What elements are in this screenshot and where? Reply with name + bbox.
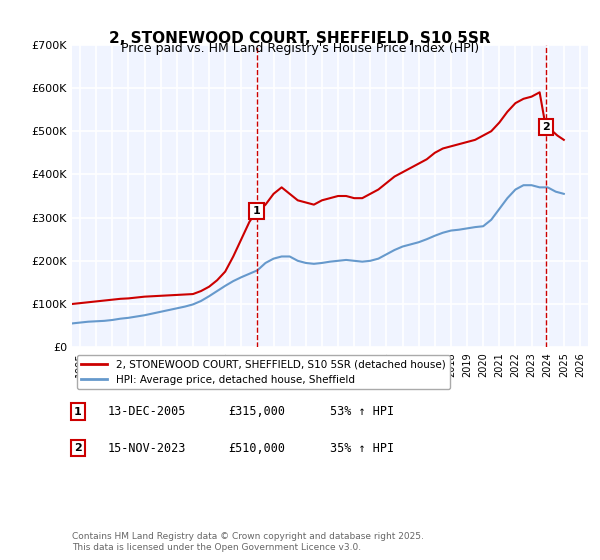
Text: 13-DEC-2005: 13-DEC-2005 <box>108 405 187 418</box>
Text: Contains HM Land Registry data © Crown copyright and database right 2025.
This d: Contains HM Land Registry data © Crown c… <box>72 532 424 552</box>
Text: 2, STONEWOOD COURT, SHEFFIELD, S10 5SR: 2, STONEWOOD COURT, SHEFFIELD, S10 5SR <box>109 31 491 46</box>
Text: 1: 1 <box>253 206 260 216</box>
Legend: 2, STONEWOOD COURT, SHEFFIELD, S10 5SR (detached house), HPI: Average price, det: 2, STONEWOOD COURT, SHEFFIELD, S10 5SR (… <box>77 355 449 389</box>
Text: 15-NOV-2023: 15-NOV-2023 <box>108 441 187 455</box>
Text: 35% ↑ HPI: 35% ↑ HPI <box>330 441 394 455</box>
Text: £510,000: £510,000 <box>228 441 285 455</box>
Text: Price paid vs. HM Land Registry's House Price Index (HPI): Price paid vs. HM Land Registry's House … <box>121 42 479 55</box>
Text: 2: 2 <box>74 443 82 453</box>
Text: 53% ↑ HPI: 53% ↑ HPI <box>330 405 394 418</box>
Text: 2: 2 <box>542 122 550 132</box>
Text: 1: 1 <box>74 407 82 417</box>
Text: £315,000: £315,000 <box>228 405 285 418</box>
